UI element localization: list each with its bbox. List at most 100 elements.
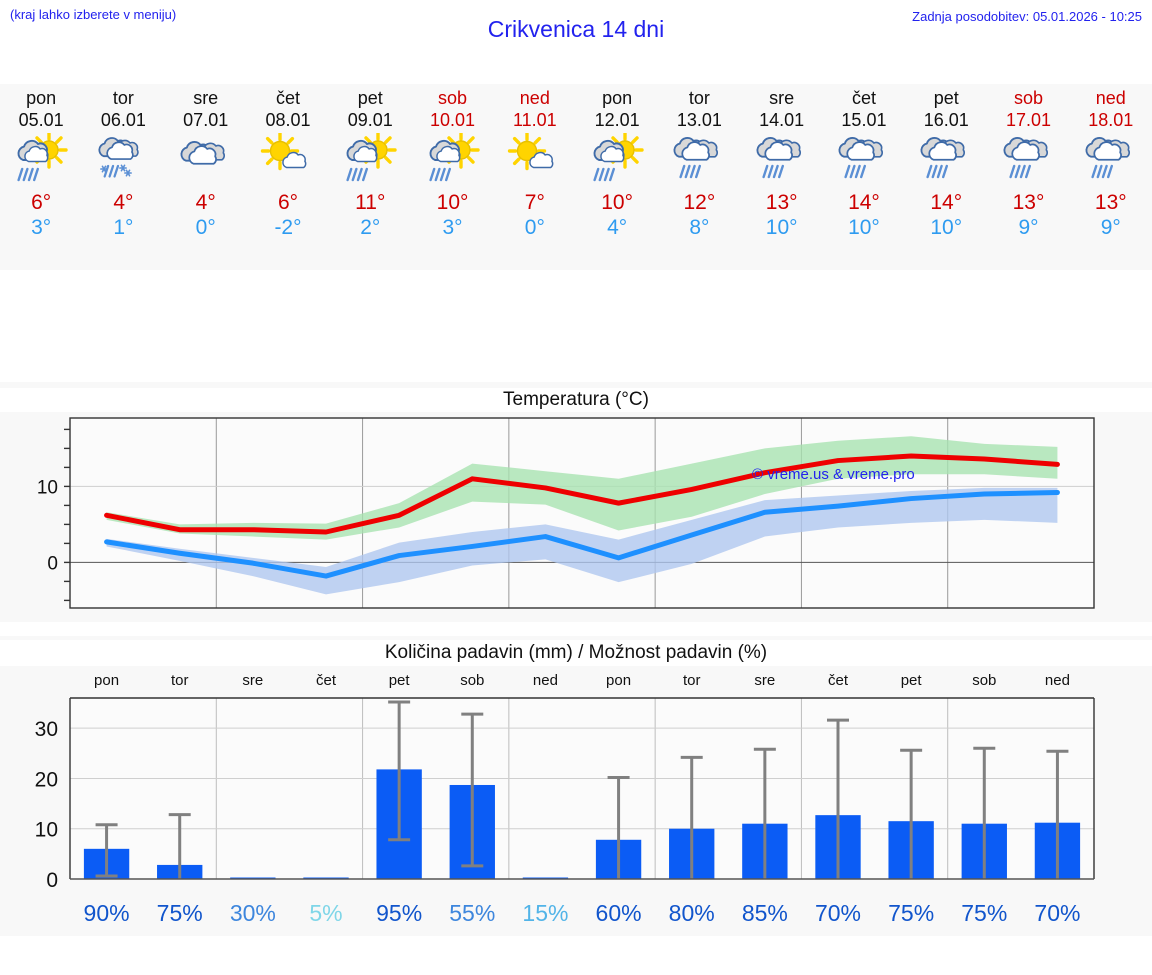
day-date: 17.01 [1005,110,1052,130]
precipitation-day-label: ned [532,672,558,689]
day-min-temp: 3° [442,216,463,239]
precipitation-probability-label: 75% [888,900,935,926]
svg-text:10: 10 [35,819,58,842]
day-max-temp: 12° [683,191,716,214]
precipitation-day-label: tor [170,672,189,689]
precipitation-probability-label: 60% [595,900,642,926]
day-max-temp: 4° [113,191,134,214]
day-forecast-cell[interactable]: sob 10.01 10° 3° [411,84,493,270]
precipitation-day-label: pon [94,672,120,689]
day-max-temp: 13° [1012,191,1045,214]
day-date: 09.01 [347,110,393,130]
day-name: pon [602,88,633,108]
precipitation-day-labels: pon tor sre čet pet sob ned pon tor sre čet pet sob n… [0,672,1152,694]
precipitation-probability-label: 5% [309,900,343,926]
precipitation-probability-label: 90% [83,900,130,926]
day-date: 12.01 [594,110,640,130]
svg-text:0: 0 [47,553,58,574]
copyright-label: © vreme.us & vreme.pro [752,466,915,483]
day-date: 11.01 [512,110,557,130]
svg-text:10: 10 [37,477,58,498]
precipitation-day-label: sob [972,672,997,689]
precipitation-probability-label: 85% [741,900,788,926]
day-min-temp: 9° [1100,216,1121,239]
cloud-rain-icon [668,133,730,189]
day-name: sob [438,88,468,108]
day-date: 05.01 [18,110,64,130]
day-max-temp: 10° [436,191,469,214]
day-date: 06.01 [100,110,146,130]
precipitation-chart: 0 10 20 30 [35,697,1095,892]
day-min-temp: 10° [848,216,880,239]
day-min-temp: 1° [113,216,134,239]
sun-cloud-icon [504,133,566,189]
day-forecast-cell[interactable]: čet 15.01 14° 10° [823,84,905,270]
precipitation-day-label: sob [460,672,485,689]
day-date: 07.01 [183,110,229,130]
last-updated-label: Zadnja posodobitev: 05.01.2026 - 10:25 [912,9,1142,24]
day-forecast-cell[interactable]: ned 11.01 7° 0° [494,84,576,270]
day-max-temp: 6° [31,191,52,214]
day-max-temp: 14° [930,191,963,214]
day-name: pet [933,88,959,108]
day-forecast-cell[interactable]: pet 16.01 14° 10° [905,84,987,270]
day-min-temp: 9° [1018,216,1039,239]
precipitation-probability-row: 90% 75% 30% 5% 95% 55% 15% 60% 80% 85% 70% 75% 75% 70… [0,900,1152,934]
svg-text:0: 0 [46,869,58,892]
precipitation-probability-label: 75% [961,900,1008,926]
sun-cloud-rain-icon [586,133,648,189]
day-max-temp: 13° [765,191,798,214]
day-min-temp: 10° [930,216,963,239]
precipitation-bar [303,877,349,879]
day-forecast-cell[interactable]: tor 06.01 4° 1° [82,84,164,270]
day-max-temp: 10° [601,191,633,214]
precipitation-day-label: tor [682,672,701,689]
day-date: 14.01 [759,110,805,130]
day-min-temp: 0° [524,216,545,239]
day-name: tor [112,88,134,108]
day-date: 10.01 [430,110,476,130]
precipitation-bar [522,877,569,879]
day-min-temp: 8° [689,216,710,239]
day-min-temp: -2° [274,216,302,239]
cloud-rain-icon [998,133,1060,189]
precipitation-probability-label: 30% [229,900,276,926]
precipitation-day-label: pet [900,672,922,689]
day-name: sob [1014,88,1044,108]
day-date: 18.01 [1088,110,1134,130]
day-max-temp: 13° [1094,191,1127,214]
day-forecast-cell[interactable]: tor 13.01 12° 8° [658,84,740,270]
day-max-temp: 4° [195,191,216,214]
day-forecast-cell[interactable]: sre 14.01 13° 10° [741,84,823,270]
day-name: čet [851,88,876,108]
precipitation-probability-label: 80% [668,900,715,926]
day-name: pon [26,88,57,108]
day-max-temp: 11° [355,191,386,214]
cloud-sleet-icon [92,133,154,189]
day-forecast-cell[interactable]: sob 17.01 13° 9° [987,84,1069,270]
precipitation-day-label: čet [827,672,849,689]
day-min-temp: 4° [607,216,628,239]
precipitation-day-label: ned [1044,672,1070,689]
day-name: sre [193,88,219,108]
temperature-chart: 0 10 [37,417,1095,609]
precipitation-day-label: pet [388,672,410,689]
day-forecast-cell[interactable]: čet 08.01 6° -2° [247,84,329,270]
day-date: 08.01 [265,110,311,130]
precipitation-probability-label: 95% [376,900,423,926]
day-forecast-cell[interactable]: pet 09.01 11° 2° [329,84,411,270]
sun-cloud-icon [257,133,319,189]
page-title: Crikvenica 14 dni [487,16,665,42]
cloud-rain-icon [833,133,895,189]
precipitation-probability-label: 55% [449,900,496,926]
day-forecast-cell[interactable]: pon 05.01 6° 3° [0,84,82,270]
precipitation-day-label: pon [606,672,632,689]
day-forecast-cell[interactable]: sre 07.01 4° 0° [165,84,247,270]
precipitation-day-label: čet [315,672,337,689]
day-name: ned [519,88,550,108]
day-forecast-cell[interactable]: ned 18.01 13° 9° [1070,84,1152,270]
cloud-rain-icon [1080,133,1142,189]
day-max-temp: 7° [524,191,545,214]
day-forecast-cell[interactable]: pon 12.01 10° 4° [576,84,658,270]
svg-text:20: 20 [35,768,58,791]
